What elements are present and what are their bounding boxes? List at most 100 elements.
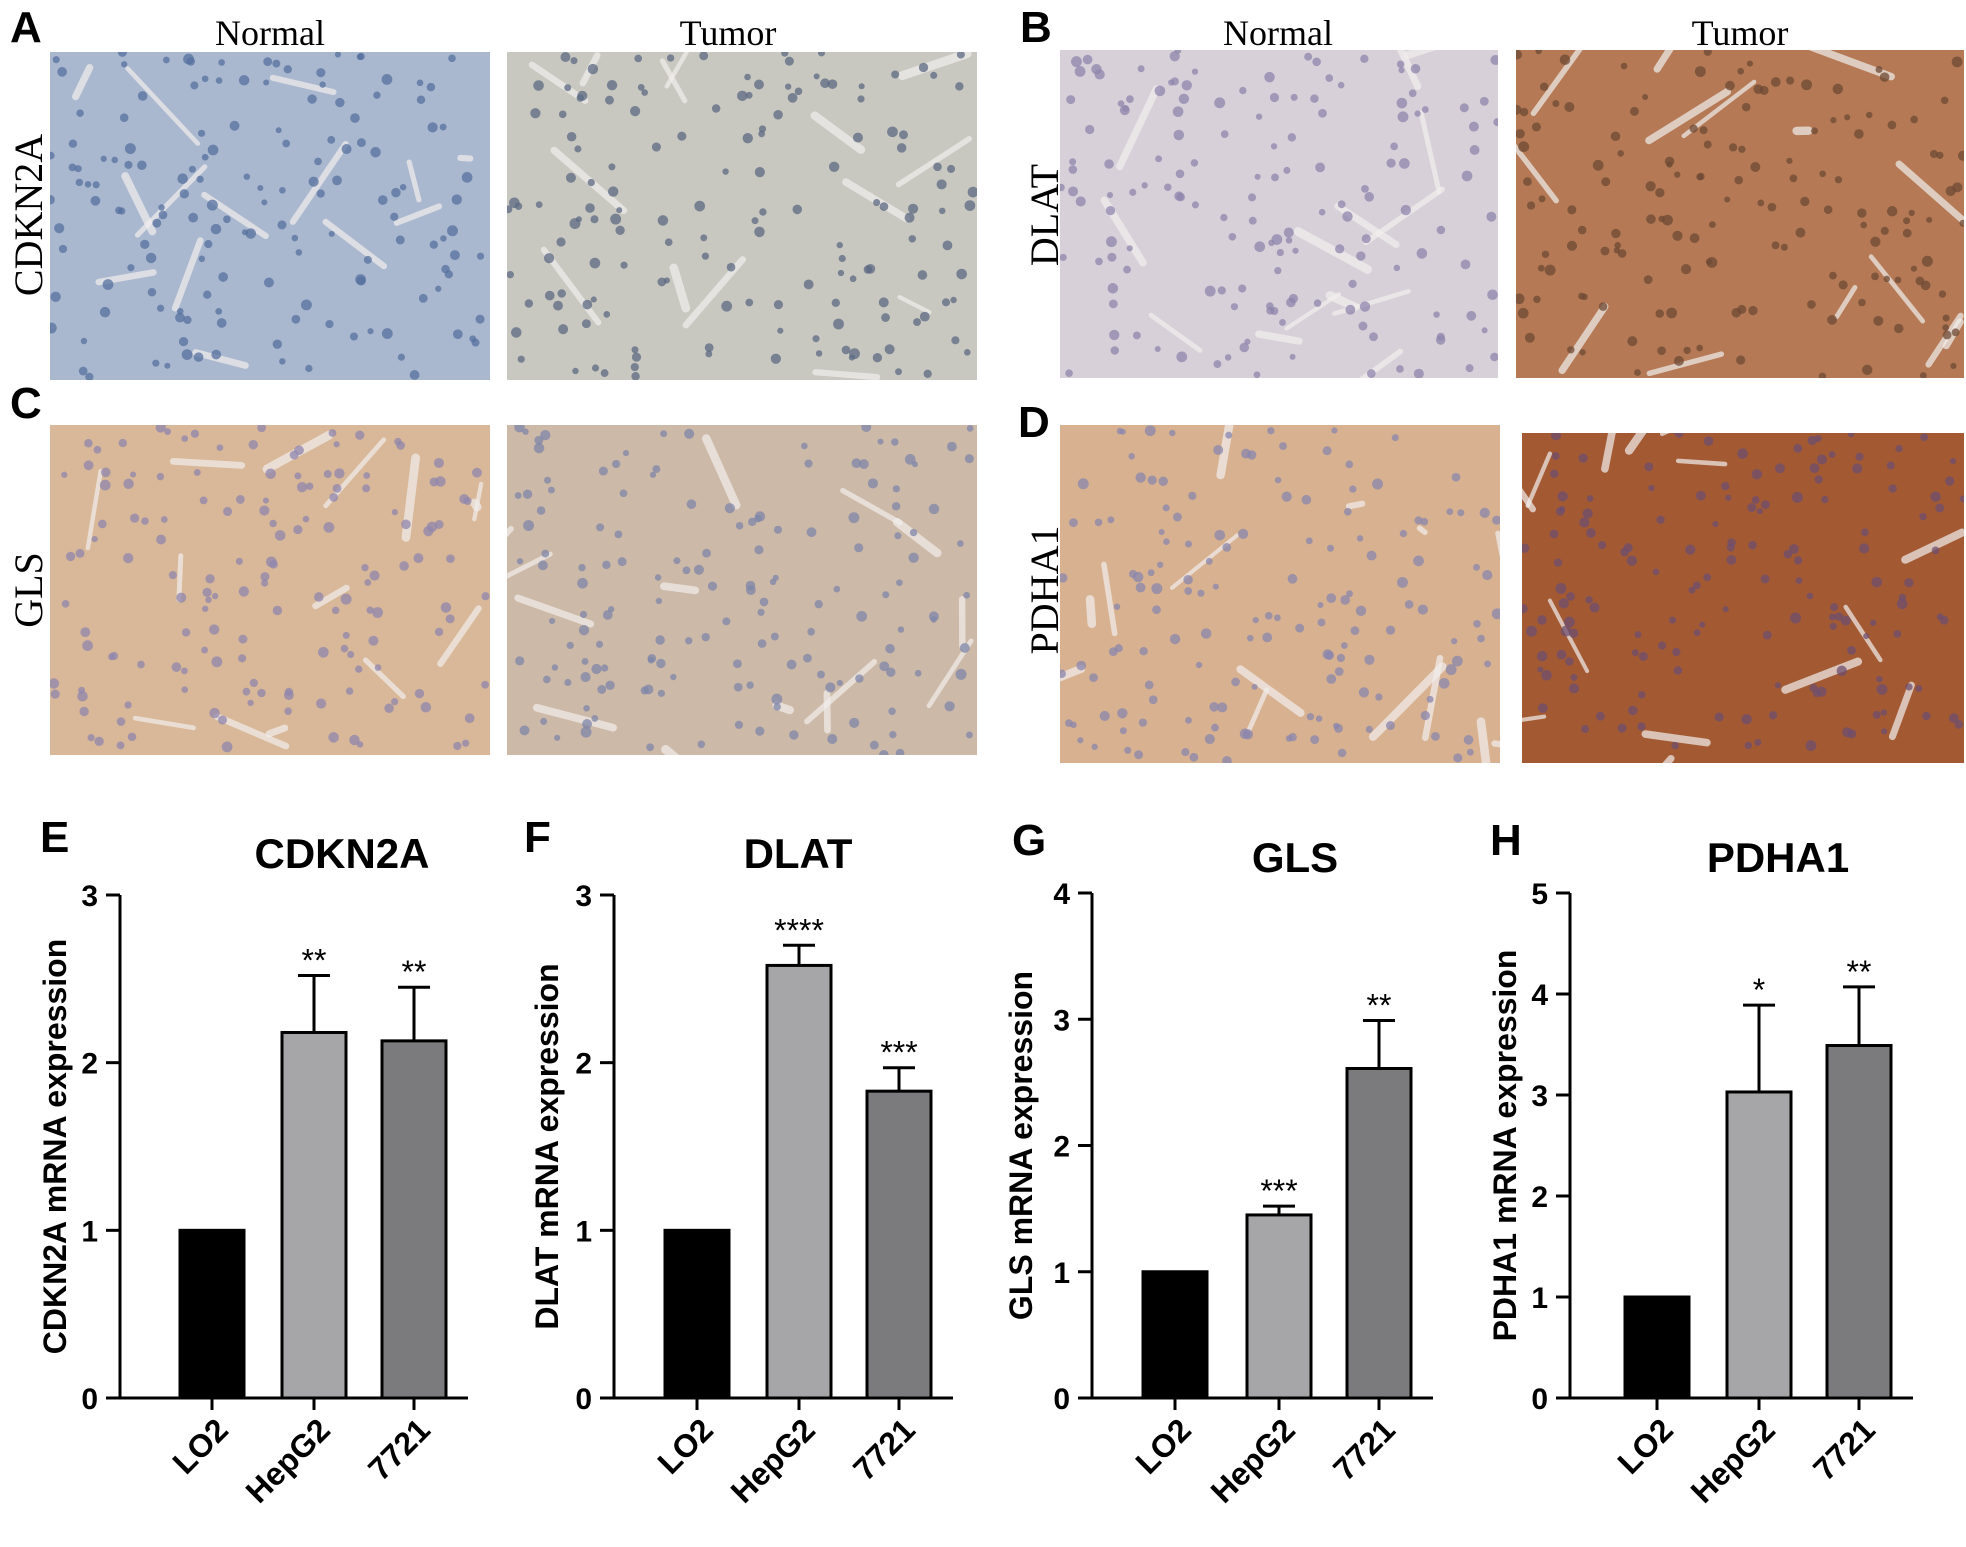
nucleus [1386, 158, 1396, 168]
nucleus [1828, 613, 1836, 621]
nucleus [724, 503, 735, 514]
nucleus [884, 344, 895, 355]
nucleus [1413, 555, 1424, 567]
nucleus [283, 690, 294, 701]
nucleus [1694, 66, 1706, 78]
nucleus [1646, 214, 1656, 224]
nucleus [1450, 637, 1458, 645]
nucleus [836, 679, 843, 687]
nucleus [1094, 518, 1103, 527]
nucleus [1435, 335, 1446, 345]
nucleus [605, 95, 614, 105]
nucleus [656, 658, 666, 669]
nucleus [1904, 578, 1914, 588]
nucleus [1876, 683, 1888, 695]
nucleus [1181, 80, 1193, 91]
nucleus [124, 143, 136, 155]
nucleus [447, 225, 458, 237]
nucleus [543, 253, 555, 264]
nucleus [634, 54, 643, 63]
nucleus [363, 472, 371, 479]
column-header-tumor: Tumor [680, 13, 777, 53]
nucleus [754, 226, 765, 238]
nucleus [1847, 645, 1856, 655]
nucleus [1754, 738, 1762, 746]
nucleus [591, 663, 602, 675]
nucleus [1438, 677, 1450, 689]
nucleus [1400, 204, 1411, 216]
sinusoid [171, 237, 204, 312]
nucleus [1191, 201, 1200, 209]
nucleus [511, 327, 522, 338]
nucleus [1657, 641, 1667, 650]
bar-7721 [1825, 1044, 1893, 1400]
nucleus [1832, 83, 1844, 95]
nucleus [560, 52, 571, 62]
nucleus [1144, 680, 1154, 690]
nucleus [1264, 71, 1275, 83]
nucleus [181, 667, 188, 675]
nucleus [803, 279, 814, 290]
nucleus [235, 495, 245, 504]
nucleus [1451, 472, 1461, 482]
nucleus [50, 194, 55, 205]
nucleus [908, 203, 919, 214]
nucleus [1173, 129, 1185, 141]
sinusoid [362, 657, 406, 700]
nucleus [507, 205, 513, 214]
nucleus [654, 574, 662, 581]
nucleus [155, 425, 166, 433]
nucleus [434, 627, 444, 637]
nucleus [1254, 241, 1266, 253]
nucleus [558, 110, 567, 119]
sinusoid [1925, 312, 1964, 368]
nucleus [279, 358, 286, 365]
nucleus [164, 362, 171, 369]
nucleus [381, 328, 393, 339]
nucleus [951, 336, 960, 345]
nucleus [1413, 368, 1424, 378]
nucleus [1789, 174, 1798, 183]
nucleus [201, 153, 209, 161]
nucleus [1251, 683, 1258, 690]
nucleus [1152, 605, 1161, 615]
nucleus [1132, 571, 1144, 583]
nucleus [332, 483, 342, 493]
nucleus [1655, 188, 1665, 198]
nucleus [1060, 183, 1065, 192]
nucleus [1276, 248, 1284, 257]
nucleus [257, 425, 266, 433]
nucleus [481, 680, 490, 689]
nucleus [1834, 176, 1843, 184]
sinusoid [1843, 604, 1883, 663]
nucleus [203, 290, 212, 299]
nucleus [263, 79, 270, 86]
nucleus [1255, 113, 1263, 120]
nucleus [1113, 603, 1121, 610]
nucleus [1617, 723, 1627, 733]
nucleus [332, 175, 342, 186]
nucleus [1737, 67, 1745, 75]
nucleus [879, 750, 889, 755]
nucleus [1652, 568, 1660, 576]
nucleus [1876, 675, 1883, 683]
nucleus [1919, 512, 1927, 521]
nucleus [1595, 711, 1605, 721]
sinusoid [213, 713, 290, 750]
nucleus [1526, 625, 1538, 637]
nucleus [1555, 506, 1565, 516]
nucleus [1703, 573, 1712, 582]
y-tick-label: 2 [575, 1048, 592, 1081]
nucleus [1181, 747, 1190, 757]
nucleus [578, 624, 590, 636]
nucleus [118, 438, 127, 448]
nucleus [1189, 752, 1199, 762]
nucleus [1705, 258, 1712, 265]
nucleus [1230, 303, 1239, 311]
nucleus [1337, 81, 1345, 89]
nucleus [50, 291, 61, 303]
nucleus [1696, 173, 1704, 181]
nucleus [1537, 666, 1544, 673]
panel-letter-d: D [1018, 398, 1050, 447]
nucleus [566, 131, 577, 142]
